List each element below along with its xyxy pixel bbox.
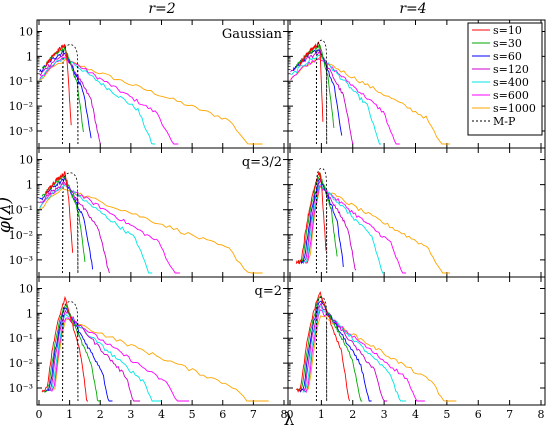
y-tick-label: 10⁻² (9, 100, 33, 113)
x-tick-label: 0 (36, 408, 43, 421)
series-line-s=1000 (39, 188, 263, 274)
x-tick-label: 7 (506, 408, 513, 421)
y-tick-label: 1 (26, 50, 33, 63)
row-label: q=2 (255, 284, 283, 299)
series-line-s=1000 (305, 315, 457, 402)
x-tick-label: 5 (189, 408, 196, 421)
series-line-s=10 (295, 171, 327, 265)
x-tick-label: 6 (475, 408, 482, 421)
x-tick-label: 1 (66, 408, 73, 421)
series-line-s=1000 (51, 318, 269, 402)
series-line-s=400 (48, 313, 162, 402)
mp-reference-curve (316, 39, 328, 145)
panel-r4-gaussian (287, 19, 546, 149)
legend-label: s=10 (493, 24, 522, 37)
x-tick-label: 5 (443, 408, 450, 421)
panel-r4-q32 (287, 147, 546, 278)
series-line-s=600 (303, 309, 425, 402)
y-tick-label: 10⁻¹ (9, 204, 33, 217)
y-tick-label: 1 (26, 307, 33, 320)
series-line-s=120 (46, 309, 141, 402)
panel-r2-q2: 10 1 10⁻¹ 10⁻² 10⁻³0 1 2 3 4 5 6 7 8 q=2 (9, 276, 289, 421)
series-line-s=10 (299, 41, 324, 122)
x-tick-label: 8 (538, 408, 545, 421)
panel-r2-gaussian: 10 1 10⁻¹ 10⁻² 10⁻³ Gaussian (9, 19, 289, 149)
legend-label: s=600 (493, 89, 529, 102)
mp-reference-curve (62, 301, 79, 402)
x-tick-label: 2 (349, 408, 356, 421)
x-tick-label: 3 (381, 408, 388, 421)
panels-grid: 10110⁻¹10⁻²10⁻³Gaussian10110⁻¹10⁻²10⁻³q=… (9, 19, 546, 421)
series-line-s=30 (295, 43, 335, 128)
x-tick-label: 6 (219, 408, 226, 421)
y-tick-label: 10⁻³ (9, 254, 33, 267)
series-line-s=400 (302, 183, 385, 274)
x-tick-label: 7 (250, 408, 257, 421)
series-line-s=120 (39, 52, 101, 144)
y-axis-label: φ(λ) (0, 197, 15, 233)
series-line-s=120 (300, 302, 388, 402)
x-tick-label: 8 (281, 408, 288, 421)
x-tick-label: 4 (412, 408, 419, 421)
row-label: Gaussian (222, 27, 283, 42)
y-tick-label: 10⁻³ (9, 382, 33, 395)
legend-label: s=400 (493, 76, 529, 89)
legend-label: s=60 (493, 50, 522, 63)
legend-label: s=1000 (493, 102, 536, 115)
series-line-s=30 (43, 304, 101, 402)
x-tick-label: 3 (127, 408, 134, 421)
x-tick-label: 4 (158, 408, 165, 421)
column-title-right: r=4 (399, 1, 426, 17)
legend-box (467, 22, 543, 136)
series-line-s=600 (39, 56, 179, 145)
y-tick-label: 10 (19, 25, 33, 38)
mp-reference-curve (316, 296, 328, 402)
series-line-s=60 (44, 307, 113, 402)
series-line-s=120 (300, 179, 357, 271)
series-line-s=400 (290, 54, 381, 145)
series-line-s=600 (303, 185, 407, 274)
legend-label: s=120 (493, 63, 529, 76)
panel-r4-q2: 0 1 2 3 4 5 6 7 8 (287, 276, 546, 421)
series-line-s=10 (44, 171, 74, 253)
x-axis-label: λ (284, 410, 295, 428)
series-line-s=30 (297, 172, 338, 264)
mp-reference-curve (62, 172, 79, 274)
panel-frame (36, 276, 289, 406)
series-line-s=60 (298, 300, 372, 402)
series-line-s=1000 (290, 56, 450, 145)
y-tick-label: 10 (19, 282, 33, 295)
series-line-s=10 (41, 295, 88, 402)
y-tick-label: 1 (26, 179, 33, 192)
legend-label: s=30 (493, 37, 522, 50)
y-tick-label: 10⁻² (9, 229, 33, 242)
series-line-s=400 (39, 57, 156, 145)
mp-reference-curve (316, 168, 328, 274)
series-line-s=1000 (305, 184, 450, 274)
y-tick-label: 10⁻³ (9, 125, 33, 138)
x-tick-label: 1 (318, 408, 325, 421)
row-label: q=3/2 (242, 155, 282, 170)
panel-r2-q32: 10 1 10⁻¹ 10⁻² 10⁻³ q=3/2 (9, 147, 289, 278)
y-tick-label: 10 (19, 154, 33, 167)
mp-reference-curve (62, 44, 79, 145)
series-line-s=600 (290, 58, 400, 145)
y-tick-label: 10⁻¹ (9, 75, 33, 88)
series-line-s=30 (297, 295, 363, 402)
series-line-s=10 (44, 43, 72, 126)
series-line-s=10 (295, 291, 351, 402)
x-tick-label: 2 (97, 408, 104, 421)
column-title-left: r=2 (148, 1, 175, 17)
series-line-s=120 (39, 181, 110, 274)
series-line-s=1000 (39, 58, 263, 145)
y-tick-label: 10⁻² (9, 357, 33, 370)
series-line-s=400 (39, 184, 153, 274)
x-tick-label: 0 (287, 408, 294, 421)
legend-label: M-P (493, 115, 516, 128)
y-tick-label: 10⁻¹ (9, 332, 33, 345)
series-line-s=600 (39, 183, 180, 274)
